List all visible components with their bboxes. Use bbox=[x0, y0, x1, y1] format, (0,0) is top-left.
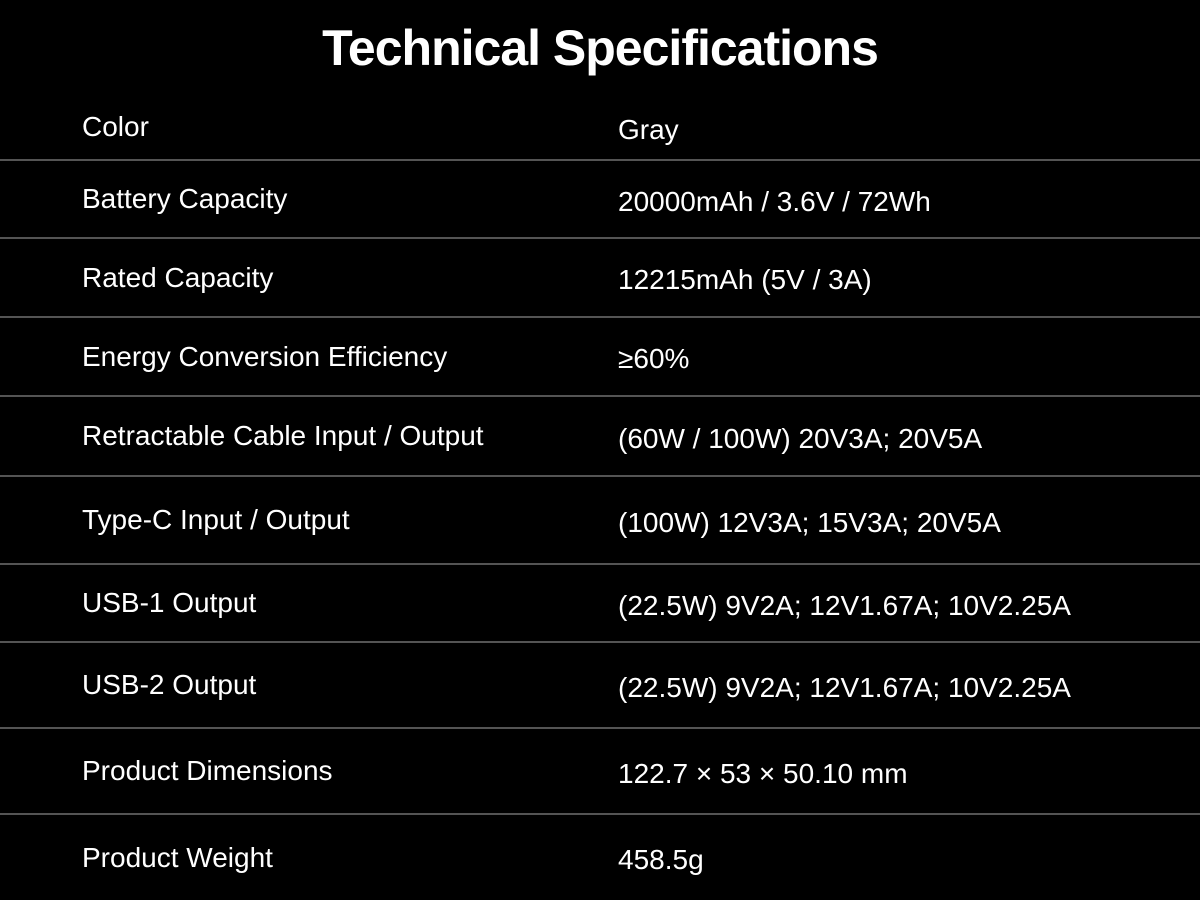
spec-label: USB-1 Output bbox=[82, 587, 257, 619]
spec-value: (60W / 100W) 20V3A; 20V5A bbox=[618, 422, 983, 454]
table-row: Retractable Cable Input / Output (60W / … bbox=[0, 397, 1200, 477]
table-row: Product Dimensions 122.7 × 53 × 50.10 mm bbox=[0, 729, 1200, 815]
spec-value: (22.5W) 9V2A; 12V1.67A; 10V2.25A bbox=[618, 589, 1071, 621]
table-row: Energy Conversion Efficiency ≥60% bbox=[0, 318, 1200, 397]
page-title: Technical Specifications bbox=[322, 19, 879, 76]
spec-value: 12215mAh (5V / 3A) bbox=[618, 264, 872, 296]
spec-label: Rated Capacity bbox=[82, 261, 274, 293]
spec-label: Energy Conversion Efficiency bbox=[82, 340, 448, 372]
spec-value: 458.5g bbox=[618, 844, 704, 876]
spec-label: Retractable Cable Input / Output bbox=[82, 420, 484, 452]
table-row: Battery Capacity 20000mAh / 3.6V / 72Wh bbox=[0, 161, 1200, 239]
table-row: Color Gray bbox=[0, 95, 1200, 161]
table-row: USB-2 Output (22.5W) 9V2A; 12V1.67A; 10V… bbox=[0, 643, 1200, 729]
table-row: Rated Capacity 12215mAh (5V / 3A) bbox=[0, 239, 1200, 318]
spec-value: (22.5W) 9V2A; 12V1.67A; 10V2.25A bbox=[618, 671, 1071, 703]
spec-value: 122.7 × 53 × 50.10 mm bbox=[618, 757, 908, 789]
spec-value: 20000mAh / 3.6V / 72Wh bbox=[618, 185, 931, 217]
spec-label: Product Weight bbox=[82, 841, 273, 873]
table-row: Product Weight 458.5g bbox=[0, 815, 1200, 900]
spec-value: ≥60% bbox=[618, 343, 690, 375]
spec-label: Battery Capacity bbox=[82, 183, 288, 215]
spec-label: Product Dimensions bbox=[82, 755, 333, 787]
spec-label: Type-C Input / Output bbox=[82, 504, 350, 536]
spec-value: Gray bbox=[618, 113, 679, 145]
spec-table: Color Gray Battery Capacity 20000mAh / 3… bbox=[0, 95, 1200, 900]
title-bar: Technical Specifications bbox=[0, 0, 1200, 95]
table-row: USB-1 Output (22.5W) 9V2A; 12V1.67A; 10V… bbox=[0, 565, 1200, 643]
spec-label: Color bbox=[82, 111, 149, 143]
spec-label: USB-2 Output bbox=[82, 669, 257, 701]
table-row: Type-C Input / Output (100W) 12V3A; 15V3… bbox=[0, 477, 1200, 565]
spec-value: (100W) 12V3A; 15V3A; 20V5A bbox=[618, 506, 1001, 538]
